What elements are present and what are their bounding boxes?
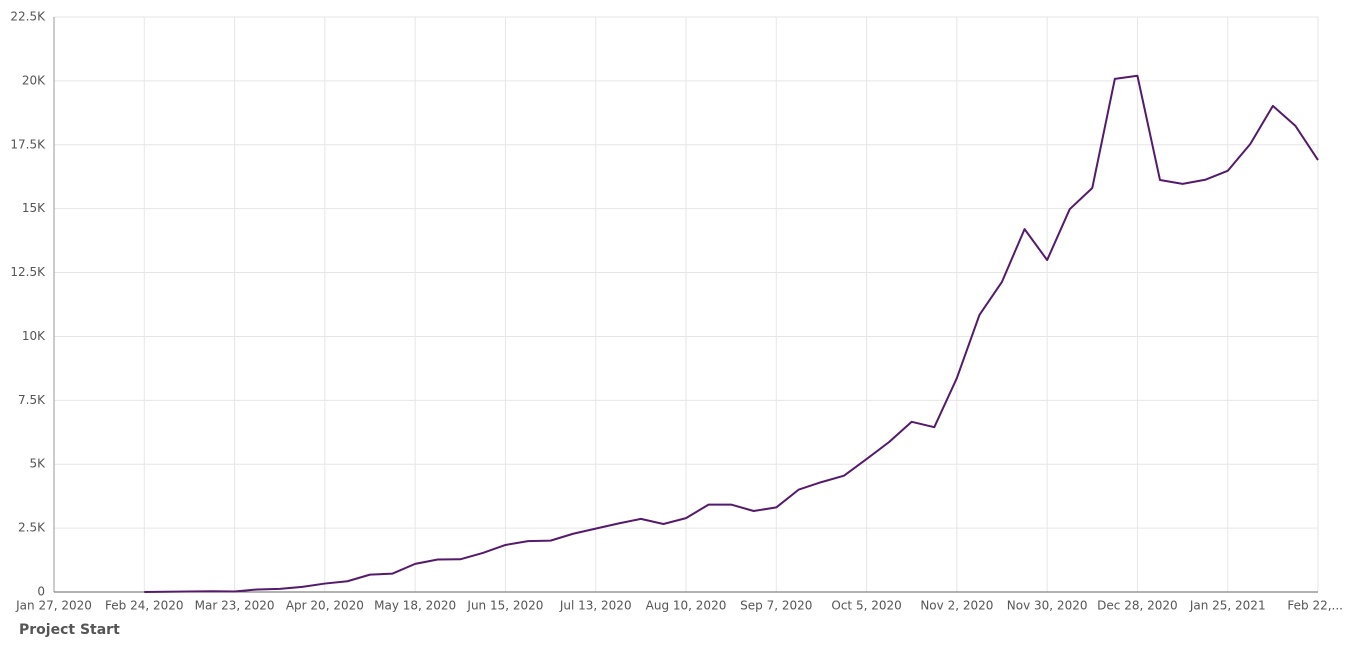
x-tick-label: Jan 25, 2021 <box>1189 599 1266 613</box>
x-tick-label: Feb 22,... <box>1287 599 1343 613</box>
x-tick-label: Jul 13, 2020 <box>559 599 632 613</box>
y-tick-label: 0 <box>37 585 45 599</box>
y-tick-label: 5K <box>29 457 46 471</box>
x-tick-label: Aug 10, 2020 <box>646 599 727 613</box>
data-line <box>144 74 1319 593</box>
x-tick-label: Feb 24, 2020 <box>105 599 184 613</box>
x-tick-label: Jun 15, 2020 <box>466 599 543 613</box>
x-tick-label: Mar 23, 2020 <box>195 599 275 613</box>
x-tick-label: Dec 28, 2020 <box>1097 599 1177 613</box>
x-tick-label: Jan 27, 2020 <box>15 599 92 613</box>
y-tick-label: 22.5K <box>10 10 46 24</box>
y-tick-label: 20K <box>22 73 46 87</box>
y-tick-label: 10K <box>22 329 46 343</box>
y-tick-label: 15K <box>22 201 46 215</box>
y-tick-label: 17.5K <box>10 137 46 151</box>
y-tick-label: 7.5K <box>18 393 46 407</box>
x-tick-label: Sep 7, 2020 <box>740 599 812 613</box>
y-tick-label: 2.5K <box>18 521 46 535</box>
x-tick-label: Nov 30, 2020 <box>1007 599 1088 613</box>
y-tick-label: 12.5K <box>10 265 46 279</box>
x-tick-label: May 18, 2020 <box>374 599 456 613</box>
x-tick-label: Nov 2, 2020 <box>920 599 993 613</box>
x-axis-title: Project Start <box>19 622 120 638</box>
x-tick-label: Apr 20, 2020 <box>286 599 364 613</box>
x-tick-label: Oct 5, 2020 <box>831 599 901 613</box>
